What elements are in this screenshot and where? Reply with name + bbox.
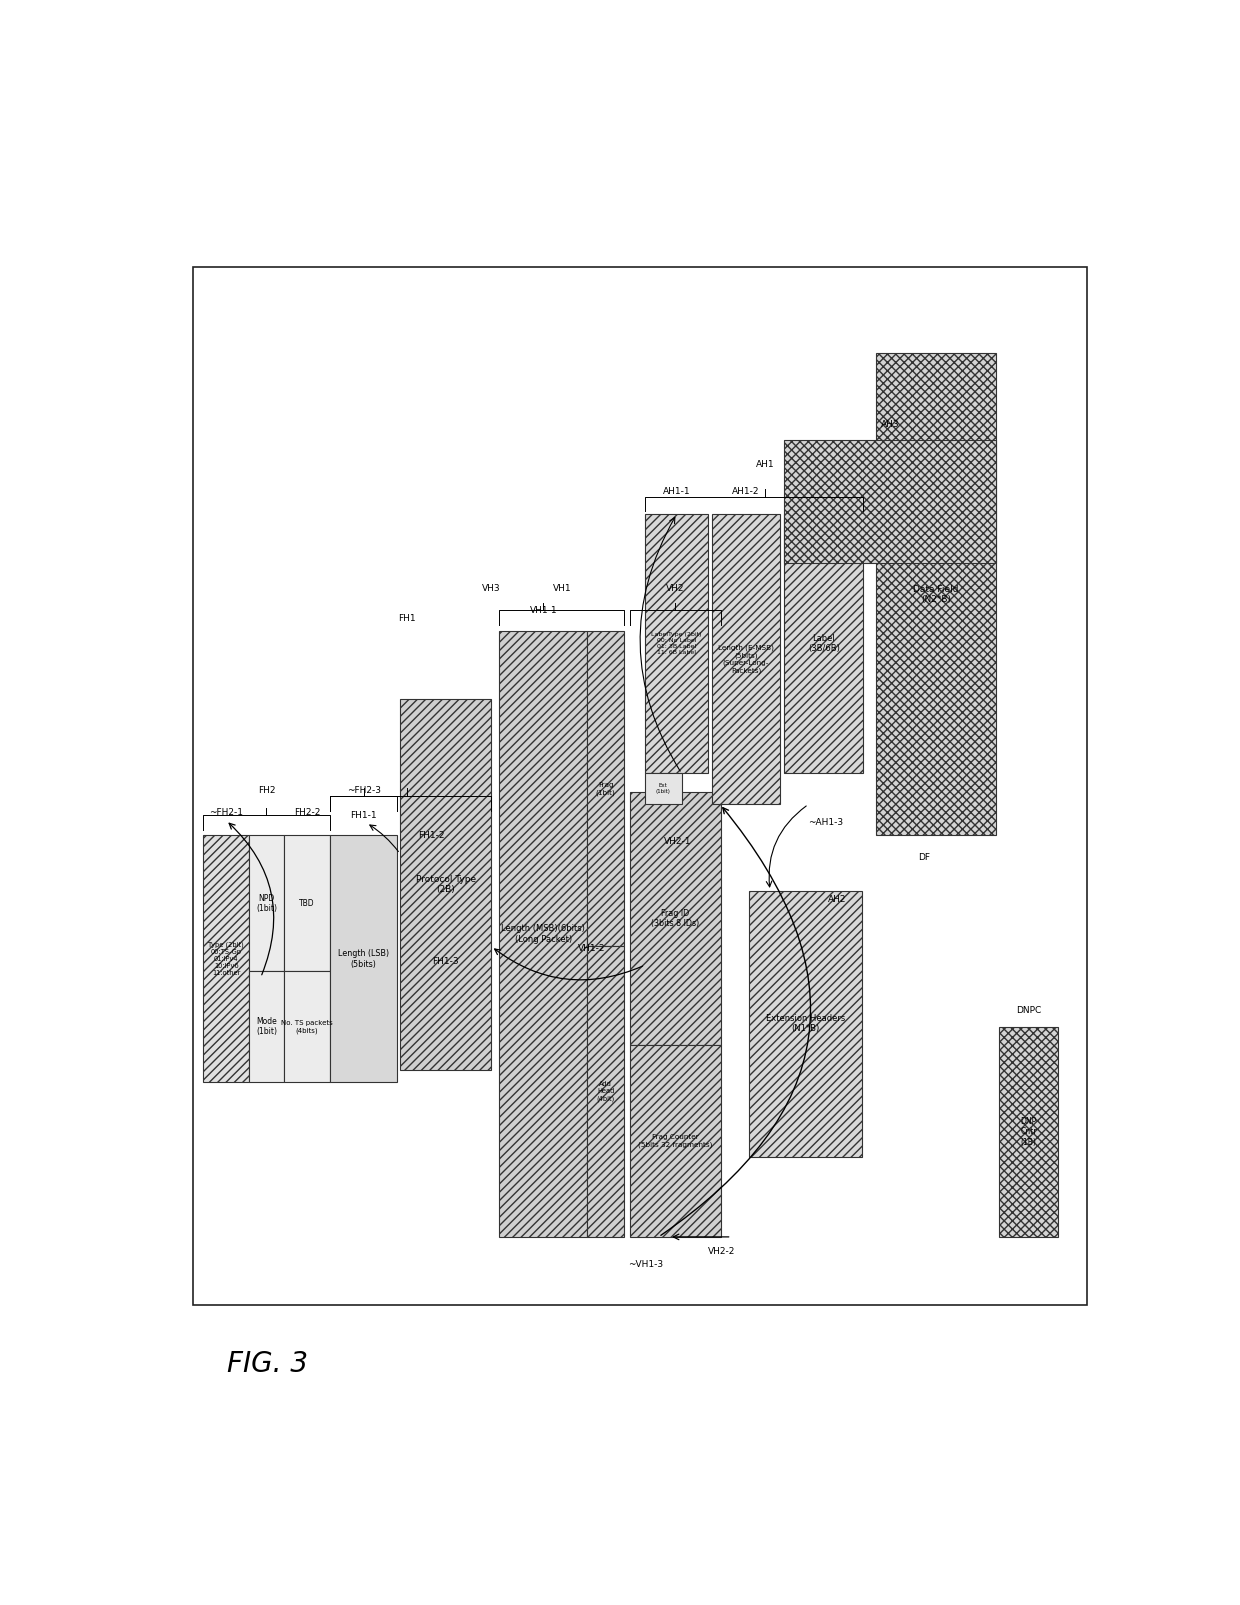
Text: Mode
(1bit): Mode (1bit)	[255, 1018, 277, 1037]
Text: Data Field
(N2*B): Data Field (N2*B)	[913, 584, 959, 603]
Text: DF: DF	[918, 852, 930, 862]
Text: Frag Counter
(5bits 32 fragments): Frag Counter (5bits 32 fragments)	[639, 1135, 713, 1148]
Text: AH1-1: AH1-1	[663, 488, 691, 496]
Text: FH2-2: FH2-2	[294, 809, 320, 817]
Text: LabelType (2bit)
00: No Label
01: 3B Label
11: 6B Label: LabelType (2bit) 00: No Label 01: 3B Lab…	[651, 632, 702, 655]
Bar	[498, 631, 588, 1237]
Bar	[249, 835, 284, 971]
Text: VH2-2: VH2-2	[708, 1247, 735, 1257]
Text: VH1: VH1	[553, 584, 572, 592]
Text: FH2: FH2	[258, 786, 275, 794]
Text: ~FH2-1: ~FH2-1	[210, 809, 243, 817]
Text: VH2-1: VH2-1	[665, 836, 692, 846]
Bar	[588, 947, 624, 1237]
Bar	[284, 835, 330, 971]
Text: Label
(3B/6B): Label (3B/6B)	[808, 634, 839, 653]
Bar	[203, 835, 249, 1082]
Text: ~FH2-3: ~FH2-3	[347, 786, 382, 794]
Text: Protocol Type
(2B): Protocol Type (2B)	[415, 875, 476, 894]
Bar	[588, 631, 624, 947]
Bar	[749, 891, 862, 1157]
Bar	[630, 791, 720, 1045]
Text: Extension Headers
(N1*B): Extension Headers (N1*B)	[766, 1014, 846, 1034]
Text: VH1-2: VH1-2	[578, 944, 605, 953]
Text: Type (2bit)
00:TS-Gp
01:IPv4
10:IPv6
11:other: Type (2bit) 00:TS-Gp 01:IPv4 10:IPv6 11:…	[208, 942, 244, 976]
Bar	[875, 353, 996, 835]
Text: No. TS packets
(4bits): No. TS packets (4bits)	[281, 1021, 332, 1034]
Bar	[249, 971, 284, 1082]
Bar	[193, 266, 1087, 1305]
Text: Frag ID
(3bits 8 IDs): Frag ID (3bits 8 IDs)	[651, 908, 699, 928]
Text: DNP
Cntr
(1B): DNP Cntr (1B)	[1021, 1117, 1037, 1146]
Text: Length (E-MSB)
(5bits)
(Super-Long-
Packets): Length (E-MSB) (5bits) (Super-Long- Pack…	[718, 645, 774, 674]
Text: AH1-2: AH1-2	[733, 488, 760, 496]
Bar	[284, 971, 330, 1082]
Text: FH1: FH1	[398, 615, 415, 623]
Text: VH3: VH3	[482, 584, 501, 592]
Text: FH1-2: FH1-2	[419, 831, 445, 839]
Text: AH1: AH1	[756, 461, 775, 469]
Bar	[712, 514, 780, 804]
Bar	[330, 835, 397, 1082]
Bar	[630, 1045, 720, 1237]
Text: TBD: TBD	[299, 899, 315, 908]
Bar	[401, 700, 491, 1071]
Text: AH2: AH2	[828, 896, 847, 904]
Text: Frag
(1bit): Frag (1bit)	[596, 782, 615, 796]
Bar	[785, 440, 996, 563]
Text: Add
Head
(4bit): Add Head (4bit)	[596, 1082, 615, 1103]
Text: FIG. 3: FIG. 3	[227, 1350, 308, 1379]
Text: Length (LSB)
(5bits): Length (LSB) (5bits)	[339, 949, 389, 968]
Bar	[785, 514, 863, 774]
Text: Ext
(1bit): Ext (1bit)	[656, 783, 671, 794]
Bar	[998, 1027, 1058, 1237]
Text: Length (MSB)(6bits)
(Long Packet): Length (MSB)(6bits) (Long Packet)	[501, 924, 585, 944]
Text: NPD
(1bit): NPD (1bit)	[255, 894, 277, 913]
Text: ~VH1-3: ~VH1-3	[627, 1260, 662, 1268]
Text: VH2: VH2	[666, 584, 684, 592]
Text: AH3: AH3	[880, 421, 899, 430]
Text: VH1-1: VH1-1	[529, 605, 557, 615]
Text: FH1-1: FH1-1	[350, 811, 377, 820]
Bar	[645, 774, 682, 804]
Text: ~AH1-3: ~AH1-3	[808, 819, 843, 828]
Text: DNPC: DNPC	[1016, 1006, 1042, 1016]
Text: FH1-3: FH1-3	[432, 957, 459, 966]
Bar	[645, 514, 708, 774]
